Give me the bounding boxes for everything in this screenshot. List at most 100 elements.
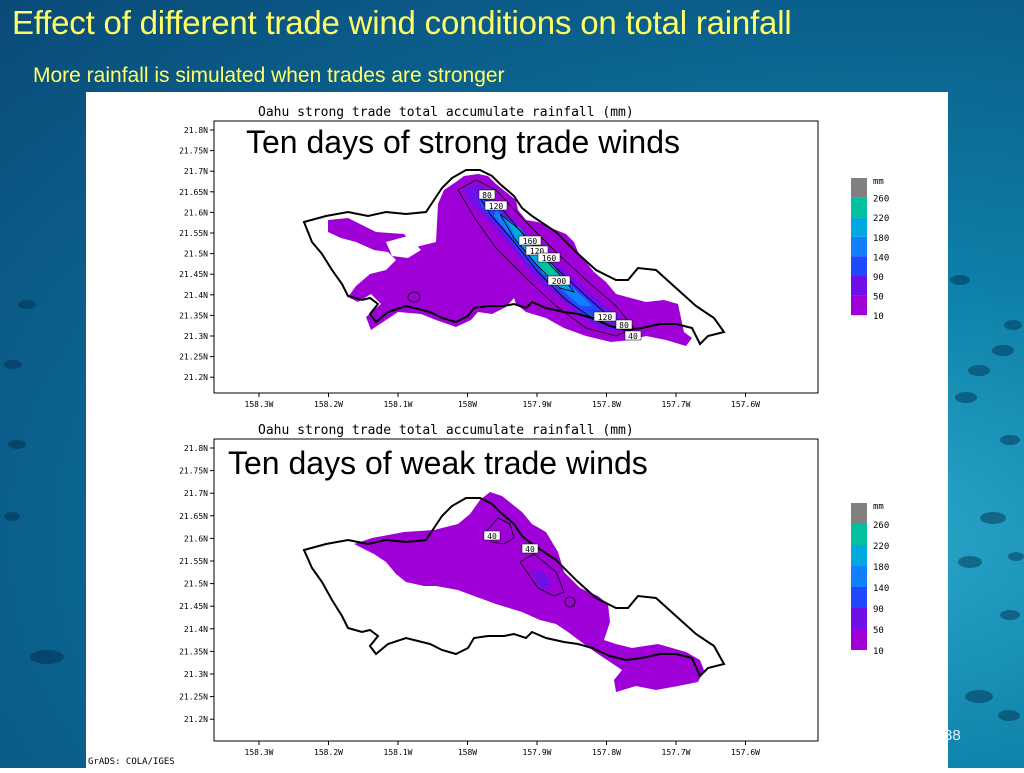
legend-swatch (851, 524, 867, 545)
y-tick-label: 21.8N (184, 444, 208, 453)
oahu-coastline (302, 497, 726, 678)
decor-bubble (998, 710, 1020, 721)
legend-swatch (851, 276, 867, 296)
y-tick-label: 21.2N (184, 715, 208, 724)
legend-level: 260 (873, 195, 889, 205)
y-tick-label: 21.6N (184, 534, 208, 543)
color-legend: mm 260 220 180 140 90 50 10 (851, 502, 889, 657)
legend-swatch (851, 295, 867, 316)
contour-label-box (547, 275, 571, 286)
contour-label: 80 (619, 321, 629, 330)
decor-bubble (980, 512, 1006, 524)
legend-swatch (851, 236, 867, 257)
y-tick-label: 21.75N (179, 467, 208, 476)
y-tick-label: 21.45N (179, 270, 208, 279)
decor-bubble (1000, 610, 1020, 620)
oahu-coastline (302, 169, 726, 346)
y-axis-ticks: 21.8N 21.75N 21.7N 21.65N 21.6N 21.55N 21.5N 21… (179, 126, 214, 382)
slide-subtitle: More rainfall is simulated when trades a… (33, 64, 505, 87)
panel-weak-trades: Oahu strong trade total accumulate rainf… (179, 423, 819, 757)
rainfall-maps: Oahu strong trade total accumulate rainf… (88, 105, 889, 767)
contour-line (407, 291, 421, 303)
rainfall-figure: Oahu strong trade total accumulate rainf… (86, 92, 948, 768)
decor-bubble (955, 392, 977, 403)
x-tick-label: 157.9W (523, 748, 552, 757)
contour-line (485, 517, 515, 545)
legend-unit: mm (873, 177, 884, 187)
y-tick-label: 21.7N (184, 167, 208, 176)
decor-bubble (992, 345, 1014, 356)
legend-level: 180 (873, 563, 889, 573)
decor-bubble (30, 650, 64, 664)
contour-label: 40 (487, 532, 497, 541)
panel-strong-trades: Oahu strong trade total accumulate rainf… (179, 105, 819, 409)
decor-bubble (965, 690, 993, 703)
y-tick-label: 21.5N (184, 580, 208, 589)
panel-caption: Ten days of strong trade winds (246, 124, 680, 160)
legend-level: 180 (873, 234, 889, 244)
decor-bubble (968, 365, 990, 376)
y-tick-label: 21.65N (179, 188, 208, 197)
y-tick-label: 21.4N (184, 291, 208, 300)
decor-bubble (1004, 320, 1022, 330)
legend-swatch (851, 197, 867, 218)
slide-title: Effect of different trade wind condition… (12, 4, 792, 41)
y-tick-label: 21.2N (184, 373, 208, 382)
decor-bubble (4, 512, 20, 521)
legend-level: 260 (873, 521, 889, 531)
x-tick-label: 157.7W (662, 400, 691, 409)
decor-bubble (4, 360, 22, 369)
legend-swatch (851, 587, 867, 608)
x-tick-label: 158.1W (384, 748, 413, 757)
y-tick-label: 21.35N (179, 647, 208, 656)
decor-bubble (958, 556, 982, 568)
contour-label-box (484, 200, 508, 211)
x-tick-label: 157.8W (592, 748, 621, 757)
decor-bubble (18, 300, 36, 309)
x-tick-label: 158.2W (314, 748, 343, 757)
rainfall-band-10 (354, 492, 704, 692)
legend-level: 140 (873, 253, 889, 263)
y-tick-label: 21.7N (184, 489, 208, 498)
contour-label: 40 (525, 545, 535, 554)
decor-bubble (8, 440, 26, 449)
x-axis-ticks: 158.3W 158.2W 158.1W 158W 157.9W 157.8W 157.7W… (245, 393, 760, 409)
grads-credit: GrADS: COLA/IGES (88, 757, 175, 767)
contour-label-box (615, 319, 633, 330)
y-tick-label: 21.35N (179, 311, 208, 320)
contour-line (564, 596, 576, 608)
y-tick-label: 21.75N (179, 147, 208, 156)
contour-label: 120 (598, 313, 613, 322)
contour-label: 160 (523, 237, 538, 246)
legend-swatch (851, 178, 867, 198)
y-tick-label: 21.8N (184, 126, 208, 135)
legend-level: 50 (873, 293, 884, 303)
contour-label-box (521, 543, 539, 554)
y-tick-label: 21.3N (184, 670, 208, 679)
legend-swatch (851, 545, 867, 566)
plot-title: Oahu strong trade total accumulate rainf… (258, 105, 634, 120)
contour-label: 80 (482, 191, 492, 200)
contour-label: 200 (552, 277, 567, 286)
contour-label: 160 (542, 254, 557, 263)
legend-level: 10 (873, 647, 884, 657)
x-tick-label: 157.6W (731, 748, 760, 757)
contour-line (519, 553, 565, 597)
x-tick-label: 158.2W (314, 400, 343, 409)
rainfall-gap (386, 236, 421, 258)
x-tick-label: 158.3W (245, 748, 274, 757)
x-tick-label: 157.6W (731, 400, 760, 409)
x-tick-label: 157.9W (523, 400, 552, 409)
y-tick-label: 21.5N (184, 250, 208, 259)
legend-level: 90 (873, 605, 884, 615)
decor-bubble (1000, 435, 1020, 445)
slide-number: 38 (944, 727, 961, 744)
legend-level: 140 (873, 584, 889, 594)
y-axis-ticks: 21.8N 21.75N 21.7N 21.65N 21.6N 21.55N 21.5N 21… (179, 444, 214, 724)
decor-bubble (1008, 552, 1024, 561)
y-tick-label: 21.3N (184, 332, 208, 341)
legend-level: 220 (873, 214, 889, 224)
y-tick-label: 21.4N (184, 625, 208, 634)
y-tick-label: 21.25N (179, 693, 208, 702)
contour-label: 120 (489, 202, 504, 211)
